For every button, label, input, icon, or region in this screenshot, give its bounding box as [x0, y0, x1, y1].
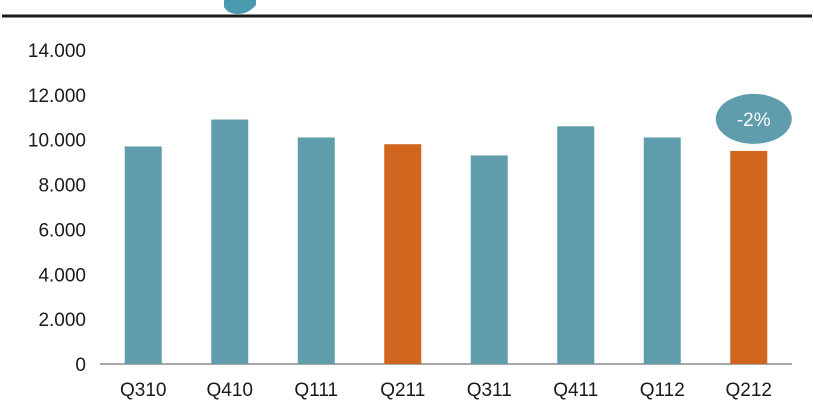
bar-q211 — [384, 144, 422, 364]
bars-group — [124, 119, 768, 365]
x-tick-label: Q112 — [640, 380, 685, 401]
x-tick-label: Q311 — [467, 380, 512, 401]
y-tick-label: 6.000 — [38, 220, 86, 241]
title-fragment — [224, 0, 256, 14]
x-axis-tick-labels: Q310 Q410 Q111 Q211 Q311 Q411 Q112 Q212 — [120, 380, 772, 401]
bar-q411 — [557, 126, 595, 364]
bar-q212 — [730, 150, 768, 364]
bar-q410 — [211, 119, 249, 365]
y-tick-label: 4.000 — [38, 265, 86, 286]
bar-q111 — [297, 137, 335, 364]
y-tick-label: 14.000 — [28, 41, 86, 62]
y-tick-label: 8.000 — [38, 176, 86, 197]
x-tick-label: Q111 — [294, 380, 338, 401]
callout-label: -2% — [737, 110, 771, 131]
y-tick-label: 0 — [75, 355, 86, 376]
x-tick-label: Q410 — [207, 380, 253, 401]
x-tick-label: Q211 — [380, 380, 425, 401]
x-tick-label: Q411 — [553, 380, 598, 401]
bar-q310 — [124, 146, 162, 364]
y-tick-label: 2.000 — [38, 310, 86, 331]
y-tick-label: 12.000 — [28, 86, 86, 107]
x-tick-label: Q310 — [120, 380, 166, 401]
bar-q112 — [643, 137, 681, 364]
y-tick-label: 10.000 — [28, 131, 86, 152]
x-tick-label: Q212 — [726, 380, 772, 401]
bar-q311 — [470, 155, 508, 364]
y-axis-tick-labels: 0 2.000 4.000 6.000 8.000 10.000 12.000 14.000 — [28, 41, 86, 376]
annotations-group: -2% — [715, 93, 792, 144]
callout-bubble — [715, 93, 792, 144]
